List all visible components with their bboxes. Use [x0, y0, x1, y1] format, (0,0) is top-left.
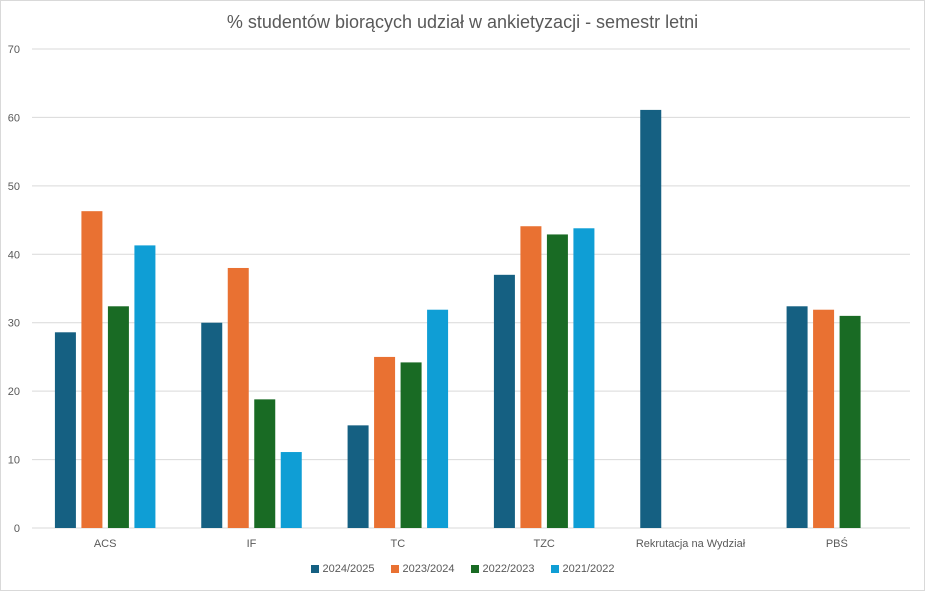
bars [54, 109, 861, 529]
y-tick-label: 60 [8, 112, 20, 124]
legend: 2024/2025 2023/2024 2022/2023 2021/2022 [0, 563, 925, 575]
bar [374, 356, 396, 528]
bar [813, 309, 835, 528]
legend-swatch [470, 565, 479, 573]
bar [839, 315, 861, 528]
legend-swatch [310, 565, 319, 573]
x-tick-label: IF [247, 538, 257, 550]
chart-title: % studentów biorących udział w ankietyza… [226, 12, 699, 32]
bar [280, 452, 302, 528]
y-tick-label: 40 [8, 249, 20, 261]
bar [400, 362, 422, 528]
bar [427, 309, 449, 528]
y-tick-label: 0 [14, 523, 20, 535]
bar [493, 274, 515, 528]
x-tick-label: TC [390, 538, 405, 550]
bar [347, 425, 369, 528]
y-tick-label: 50 [8, 181, 20, 193]
bar [786, 306, 808, 528]
legend-swatch [550, 565, 559, 573]
legend-item: 2023/2024 [390, 563, 455, 575]
bar [254, 399, 276, 528]
bar [81, 211, 103, 528]
legend-item: 2024/2025 [310, 563, 375, 575]
legend-swatch [390, 565, 399, 573]
x-tick-label: TZC [533, 538, 554, 550]
bar [640, 109, 662, 528]
y-tick-label: 20 [8, 386, 20, 398]
bar [134, 245, 156, 528]
y-axis-ticks: 0 10 20 30 40 50 60 70 [8, 44, 20, 535]
x-axis-ticks: ACS IF TC TZC Rekrutacja na Wydział PBŚ [94, 537, 848, 550]
x-tick-label: Rekrutacja na Wydział [636, 538, 746, 550]
bar [546, 234, 568, 529]
legend-label: 2021/2022 [562, 563, 615, 575]
legend-label: 2024/2025 [322, 563, 375, 575]
legend-item: 2022/2023 [470, 563, 535, 575]
gridlines [32, 48, 910, 529]
bar [520, 226, 542, 529]
legend-item: 2021/2022 [550, 563, 615, 575]
y-tick-label: 70 [8, 44, 20, 56]
bar [107, 306, 129, 528]
bar [573, 228, 595, 529]
legend-label: 2022/2023 [482, 563, 535, 575]
y-tick-label: 30 [8, 318, 20, 330]
bar [201, 322, 223, 528]
bar [227, 267, 249, 528]
y-tick-label: 10 [8, 455, 20, 467]
legend-label: 2023/2024 [402, 563, 455, 575]
x-tick-label: ACS [94, 538, 117, 550]
x-tick-label: PBŚ [826, 537, 848, 550]
bar [54, 332, 76, 528]
